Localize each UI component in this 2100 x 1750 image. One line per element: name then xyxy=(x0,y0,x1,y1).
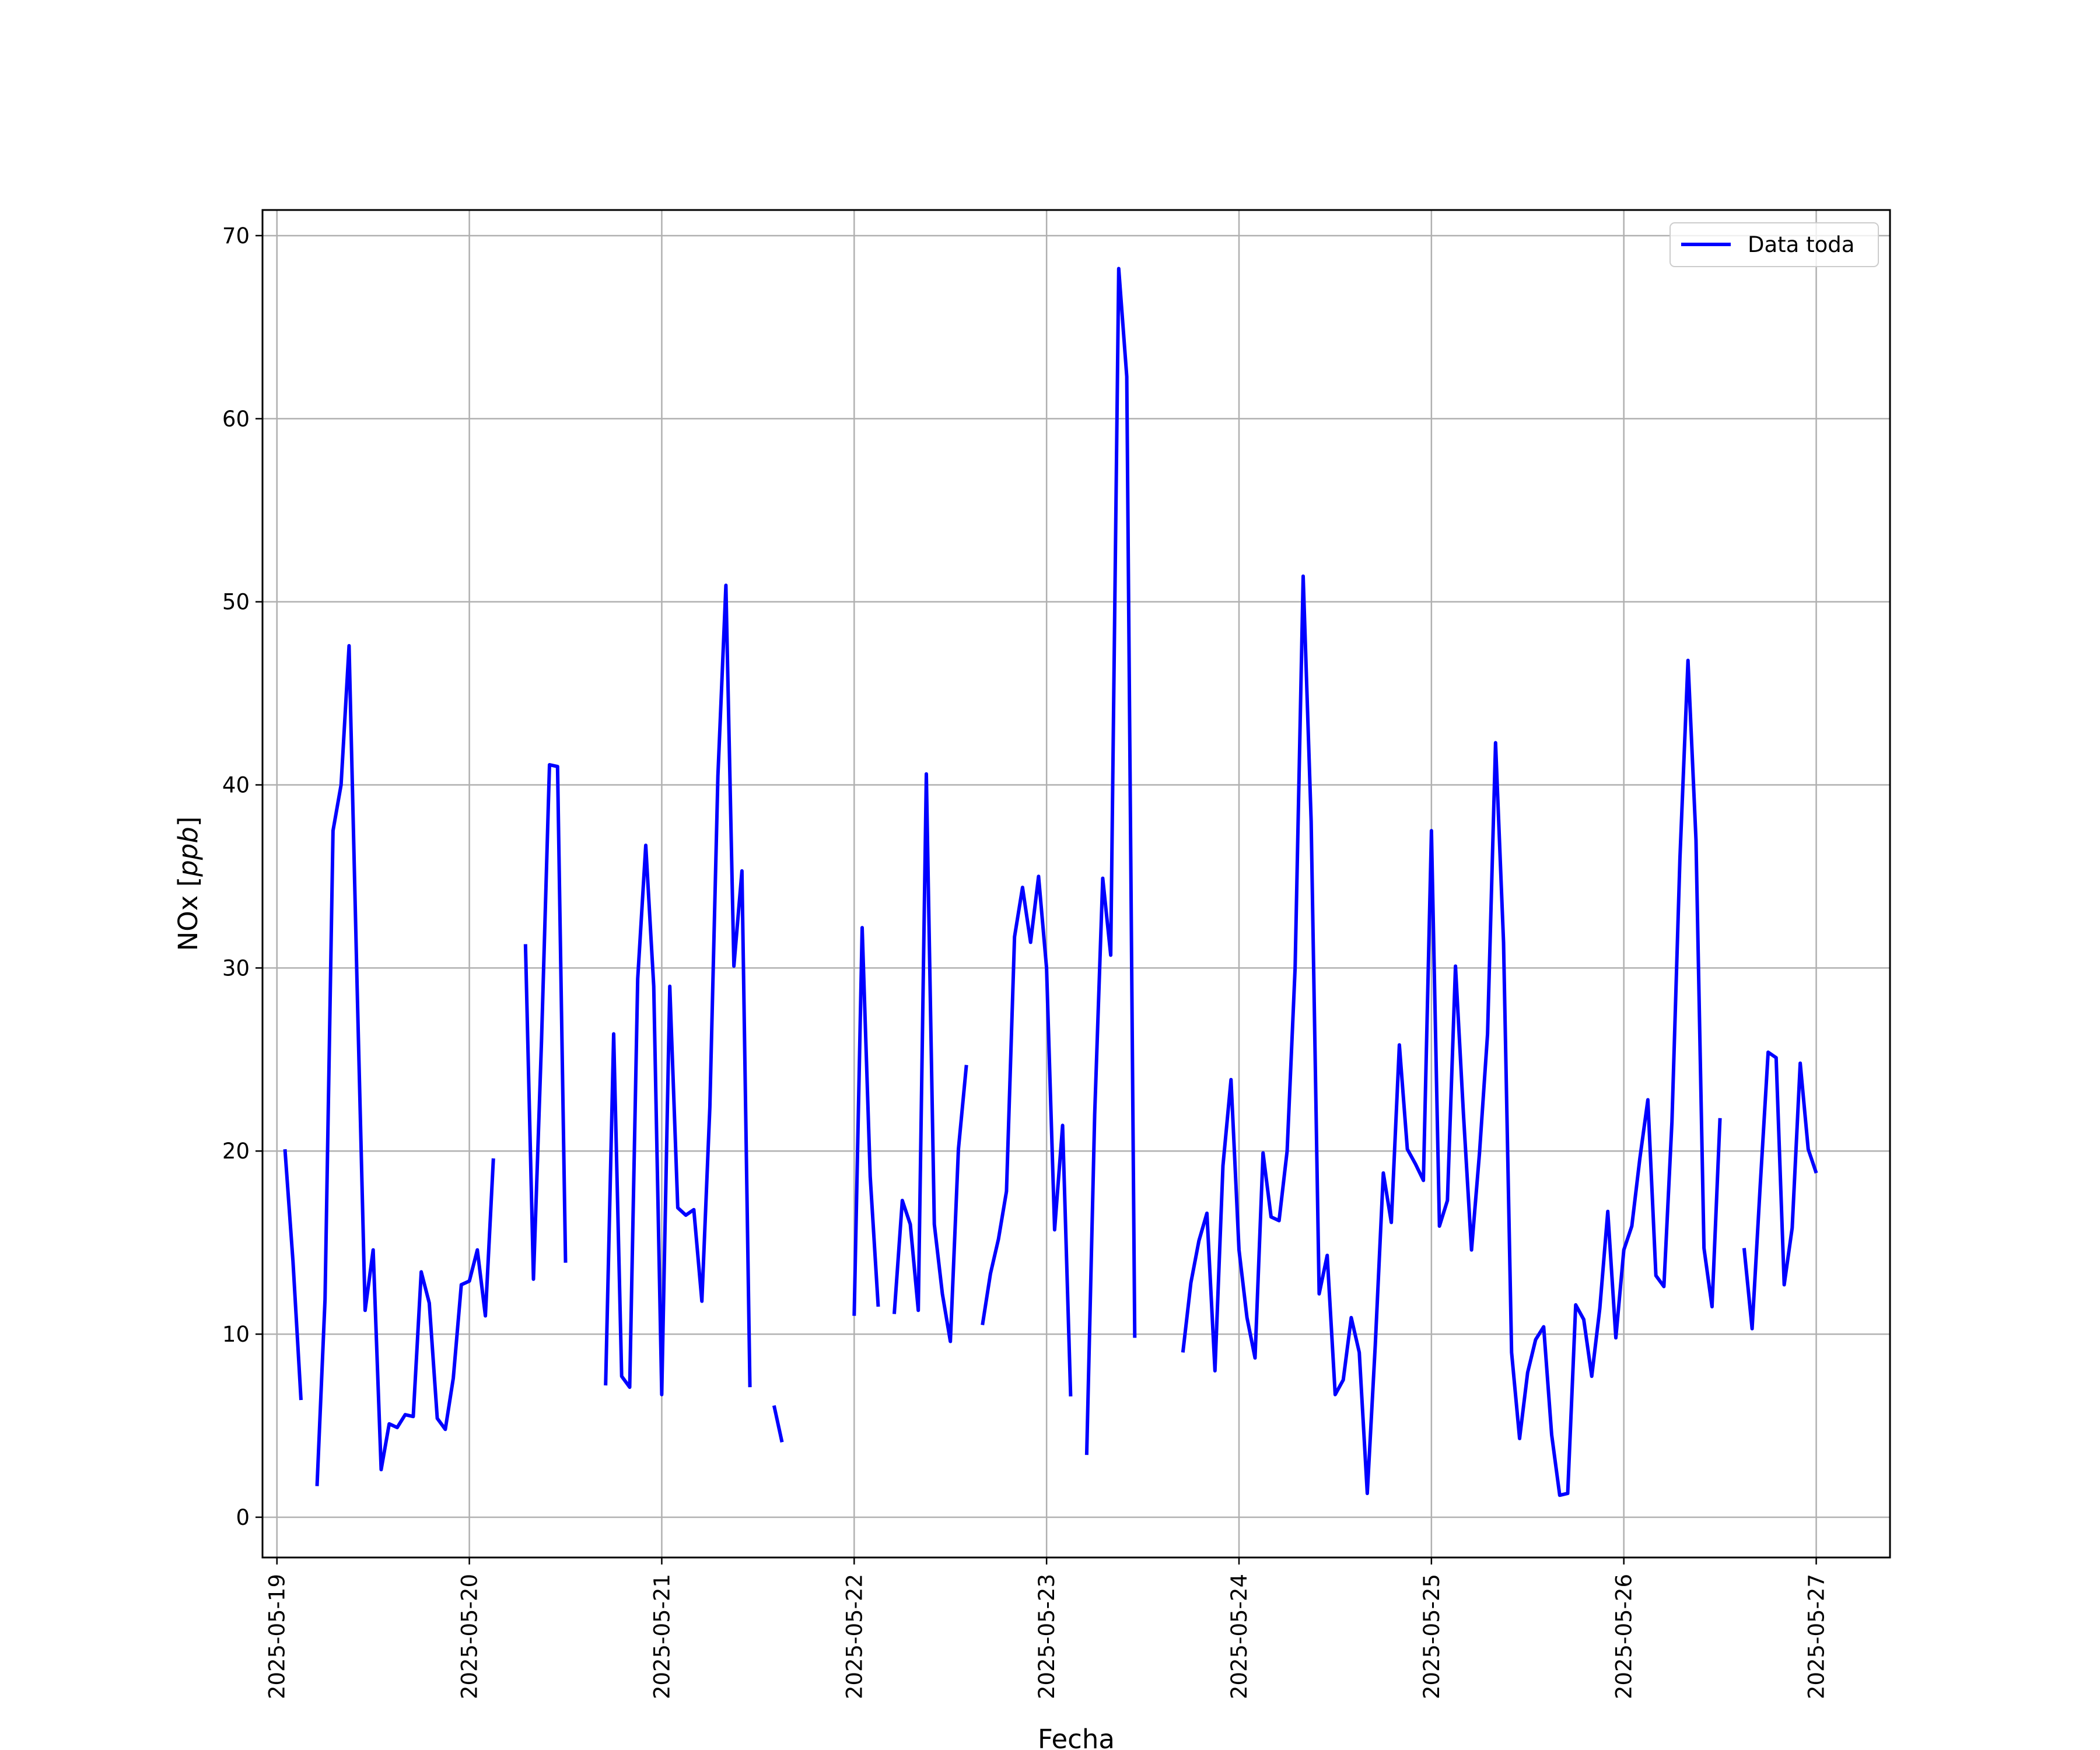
y-tick-label: 50 xyxy=(222,590,250,615)
series-line-segment xyxy=(1742,1050,1818,1331)
series-line-segment xyxy=(1181,574,1722,1497)
legend: Data toda xyxy=(1670,222,1879,267)
x-axis-label: Fecha xyxy=(1038,1724,1115,1750)
y-axis-label: NOx [ppb] xyxy=(173,817,204,951)
y-tick-label: 70 xyxy=(222,223,250,249)
series-line-segment xyxy=(892,772,968,1343)
x-axis-ticks: 2025-05-19 2025-05-20 2025-05-21 2025-05-22… xyxy=(265,1558,1829,1699)
y-tick-label: 40 xyxy=(222,773,250,798)
legend-label: Data toda xyxy=(1748,232,1854,257)
y-tick-label: 0 xyxy=(236,1505,250,1530)
series-line-segment xyxy=(523,763,568,1281)
y-tick-label: 10 xyxy=(222,1322,250,1347)
x-tick-label: 2025-05-26 xyxy=(1612,1574,1637,1699)
series-line-segment xyxy=(604,583,752,1396)
series-line-segment xyxy=(772,1405,784,1443)
x-tick-label: 2025-05-22 xyxy=(842,1574,867,1699)
x-tick-label: 2025-05-21 xyxy=(649,1574,674,1699)
series-line-segment xyxy=(315,644,495,1486)
series-line-segment xyxy=(283,1149,303,1401)
y-axis-label-unit: ppb xyxy=(173,827,204,877)
legend-box xyxy=(1670,222,1879,267)
x-tick-label: 2025-05-27 xyxy=(1804,1574,1829,1699)
series-line-segment xyxy=(852,926,880,1316)
y-axis-ticks: 0 10 20 30 40 50 60 70 xyxy=(222,223,262,1530)
series-line-segment xyxy=(1084,267,1137,1455)
y-axis-label-quantity: NOx xyxy=(173,895,204,951)
y-tick-label: 60 xyxy=(222,407,250,432)
x-tick-label: 2025-05-24 xyxy=(1227,1574,1252,1699)
x-tick-label: 2025-05-19 xyxy=(265,1574,290,1699)
y-axis-label-unit-open: [ xyxy=(173,877,204,895)
x-tick-label: 2025-05-20 xyxy=(457,1574,482,1699)
series-line-segment xyxy=(981,874,1073,1396)
y-tick-label: 20 xyxy=(222,1139,250,1164)
x-tick-label: 2025-05-25 xyxy=(1419,1574,1444,1699)
x-tick-label: 2025-05-23 xyxy=(1034,1574,1059,1699)
grid xyxy=(262,210,1890,1558)
series-lines xyxy=(283,267,1818,1497)
plot-frame xyxy=(261,209,1891,1559)
y-tick-label: 30 xyxy=(222,956,250,981)
y-axis-label-unit-close: ] xyxy=(173,817,204,827)
